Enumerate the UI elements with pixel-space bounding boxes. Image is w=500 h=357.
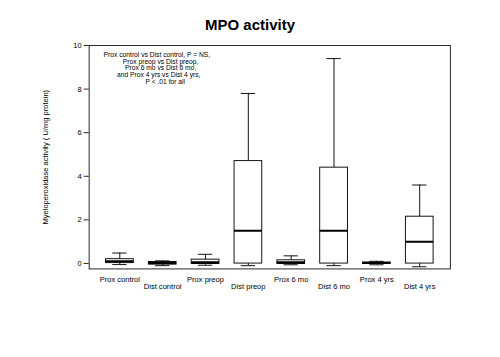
- svg-text:Prox 4 yrs: Prox 4 yrs: [360, 275, 394, 284]
- html-text:MPO activity: MPO activity: [205, 16, 295, 33]
- svg-text:4: 4: [77, 172, 81, 181]
- svg-text:Myeloperoxidase activity ( U/m: Myeloperoxidase activity ( U/mg protein): [41, 89, 50, 224]
- svg-text:2: 2: [77, 215, 81, 224]
- svg-text:Dist control: Dist control: [144, 282, 182, 291]
- svg-text:Dist 6 mo: Dist 6 mo: [318, 282, 350, 291]
- svg-text:0: 0: [77, 259, 81, 268]
- svg-text:Prox control vs Dist control,: Prox control vs Dist control, P = NS, Pr…: [104, 51, 211, 85]
- svg-text:Prox preop: Prox preop: [187, 275, 224, 284]
- svg-text:10: 10: [73, 41, 81, 50]
- svg-text:Dist 4 yrs: Dist 4 yrs: [404, 282, 436, 291]
- svg-text:Dist preop: Dist preop: [231, 282, 265, 291]
- svg-text:Prox control: Prox control: [100, 275, 141, 284]
- svg-text:8: 8: [77, 85, 81, 94]
- svg-text:Prox 6 mo: Prox 6 mo: [274, 275, 308, 284]
- svg-text:6: 6: [77, 128, 81, 137]
